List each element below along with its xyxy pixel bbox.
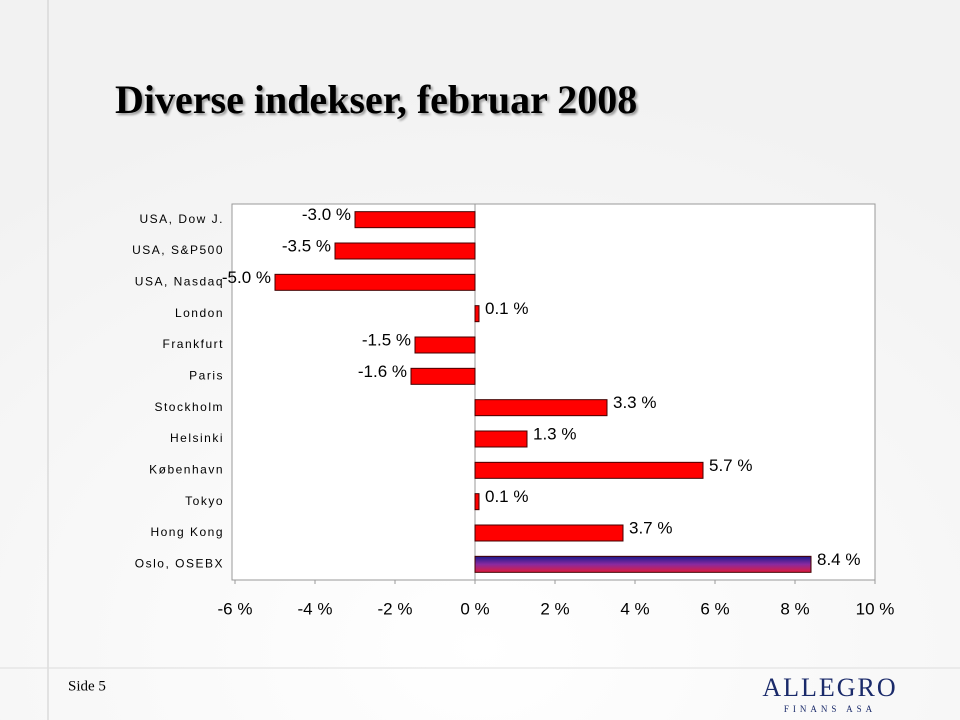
- value-label: 0.1 %: [485, 487, 528, 506]
- bar: [274, 273, 476, 291]
- value-label: 5.7 %: [709, 456, 752, 475]
- y-tick-label: Frankfurt: [162, 337, 224, 351]
- y-tick-label: USA, S&P500: [132, 243, 224, 257]
- x-tick-label: 8 %: [780, 599, 809, 618]
- y-tick-label: København: [149, 463, 224, 477]
- bar: [474, 399, 608, 417]
- logo: ALLEGRO: [762, 673, 897, 702]
- bar: [410, 367, 476, 385]
- x-tick-label: 10 %: [856, 599, 895, 618]
- bar: [474, 524, 624, 542]
- bar: [354, 211, 476, 229]
- bar: [474, 430, 528, 448]
- y-tick-label: USA, Dow J.: [139, 212, 224, 226]
- bar: [474, 493, 480, 511]
- y-tick-label: London: [175, 306, 224, 320]
- bar: [474, 305, 480, 323]
- logo-sub: FINANS ASA: [784, 704, 876, 714]
- value-label: -3.0 %: [302, 205, 351, 224]
- plot-area: [231, 203, 876, 581]
- y-tick-label: Oslo, OSEBX: [135, 557, 224, 571]
- x-tick-label: 4 %: [620, 599, 649, 618]
- value-label: 1.3 %: [533, 424, 576, 443]
- value-label: 3.3 %: [613, 393, 656, 412]
- bar: [414, 336, 476, 354]
- y-tick-label: Helsinki: [170, 431, 224, 445]
- bar: [474, 555, 812, 573]
- x-tick-label: -2 %: [378, 599, 413, 618]
- x-tick-label: -4 %: [298, 599, 333, 618]
- value-label: 0.1 %: [485, 299, 528, 318]
- x-tick-label: 0 %: [460, 599, 489, 618]
- value-label: 3.7 %: [629, 518, 672, 537]
- y-tick-label: Tokyo: [185, 494, 224, 508]
- y-tick-label: Stockholm: [154, 400, 224, 414]
- slide-title: Diverse indekser, februar 2008: [115, 77, 637, 122]
- value-label: -1.6 %: [358, 362, 407, 381]
- x-tick-label: -6 %: [218, 599, 253, 618]
- y-tick-label: Hong Kong: [150, 525, 224, 539]
- x-tick-label: 2 %: [540, 599, 569, 618]
- y-tick-label: Paris: [189, 369, 224, 383]
- x-tick-label: 6 %: [700, 599, 729, 618]
- value-label: -1.5 %: [362, 330, 411, 349]
- bar: [474, 461, 704, 479]
- page-number: Side 5: [68, 678, 106, 694]
- value-label: -5.0 %: [222, 268, 271, 287]
- value-label: 8.4 %: [817, 550, 860, 569]
- bar: [334, 242, 476, 260]
- y-tick-label: USA, Nasdaq: [135, 275, 224, 289]
- value-label: -3.5 %: [282, 236, 331, 255]
